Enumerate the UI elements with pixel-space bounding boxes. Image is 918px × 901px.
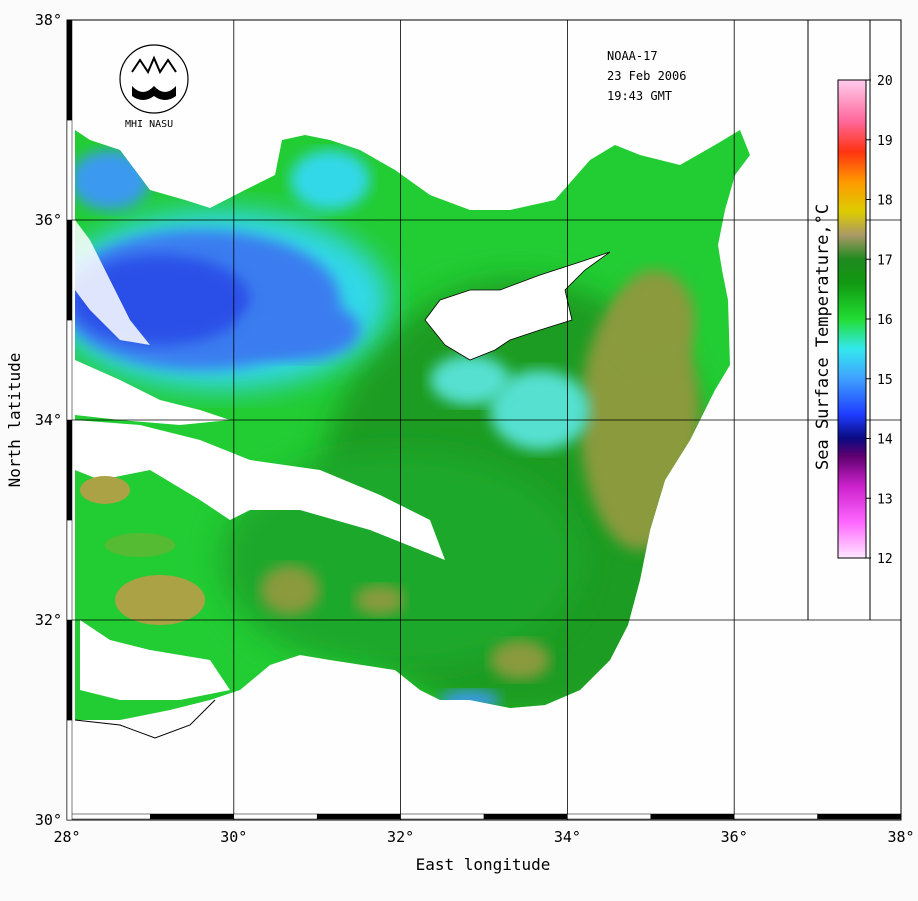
- colorbar-labels: 20 19 18 17 16 15 14 13 12: [866, 74, 893, 567]
- y-scale-segment: [66, 519, 73, 621]
- y-tick-labels: 30° 32° 34° 36° 38°: [35, 11, 62, 829]
- x-scale-segment: [400, 813, 485, 820]
- x-scale-segment: [150, 813, 235, 820]
- colorbar-label: 16: [877, 313, 893, 328]
- x-axis-title: East longitude: [416, 855, 551, 874]
- x-tick-labels: 28° 30° 32° 34° 36° 38°: [53, 828, 914, 846]
- graticule: [67, 20, 901, 820]
- colorbar-label: 19: [877, 134, 893, 149]
- logo-mountains: [131, 55, 177, 75]
- colorbar-label: 15: [877, 373, 893, 388]
- logo-circle: [119, 44, 189, 114]
- date-label: 23 Feb 2006: [607, 69, 686, 83]
- y-tick-label: 38°: [35, 11, 62, 29]
- axis-scale-bars: [66, 19, 902, 821]
- time-label: 19:43 GMT: [607, 89, 672, 103]
- african-coastline: [74, 699, 216, 739]
- y-scale-segment: [66, 419, 73, 521]
- mhi-logo: MHI NASU: [119, 44, 189, 130]
- x-tick-label: 34°: [554, 828, 581, 846]
- cyprus-island: [424, 251, 611, 361]
- x-tick-label: 32°: [387, 828, 414, 846]
- y-scale-segment: [66, 619, 73, 721]
- colorbar-label: 13: [877, 492, 893, 507]
- x-scale-segment: [233, 813, 318, 820]
- x-scale-segment: [66, 813, 151, 820]
- x-tick-label: 28°: [53, 828, 80, 846]
- cloud-mask: [75, 220, 611, 700]
- y-scale-segment: [66, 119, 73, 221]
- y-scale-segment: [66, 19, 73, 121]
- y-scale-segment: [66, 319, 73, 421]
- colorbar: 20 19 18 17 16 15 14 13 12 Sea Surface Temperatu…: [813, 74, 893, 567]
- y-scale-segment: [66, 719, 73, 821]
- colorbar-ramp: [837, 79, 867, 559]
- y-tick-label: 34°: [35, 411, 62, 429]
- colorbar-label: 12: [877, 552, 893, 567]
- x-tick-label: 30°: [220, 828, 247, 846]
- green-patch: [105, 533, 175, 557]
- x-scale-segment: [733, 813, 818, 820]
- colorbar-label: 20: [877, 74, 893, 89]
- colorbar-label: 18: [877, 194, 893, 209]
- y-tick-label: 32°: [35, 611, 62, 629]
- x-tick-label: 36°: [721, 828, 748, 846]
- warm-patch-west: [115, 575, 205, 625]
- warm-patch-small: [80, 476, 130, 504]
- colorbar-label: 14: [877, 433, 893, 448]
- satellite-label: NOAA-17: [607, 49, 658, 63]
- logo-text: MHI NASU: [125, 119, 173, 130]
- colorbar-title: Sea Surface Temperature,°C: [813, 204, 833, 470]
- y-tick-label: 30°: [35, 811, 62, 829]
- x-scale-segment: [316, 813, 401, 820]
- y-axis-title: North latitude: [5, 353, 24, 488]
- x-scale-segment: [567, 813, 652, 820]
- x-scale-segment: [483, 813, 568, 820]
- colorbar-label: 17: [877, 253, 893, 268]
- logo-waves: [132, 86, 176, 100]
- x-scale-segment: [817, 813, 902, 820]
- y-scale-segment: [66, 219, 73, 321]
- x-tick-label: 38°: [887, 828, 914, 846]
- x-scale-segment: [650, 813, 735, 820]
- y-tick-label: 36°: [35, 211, 62, 229]
